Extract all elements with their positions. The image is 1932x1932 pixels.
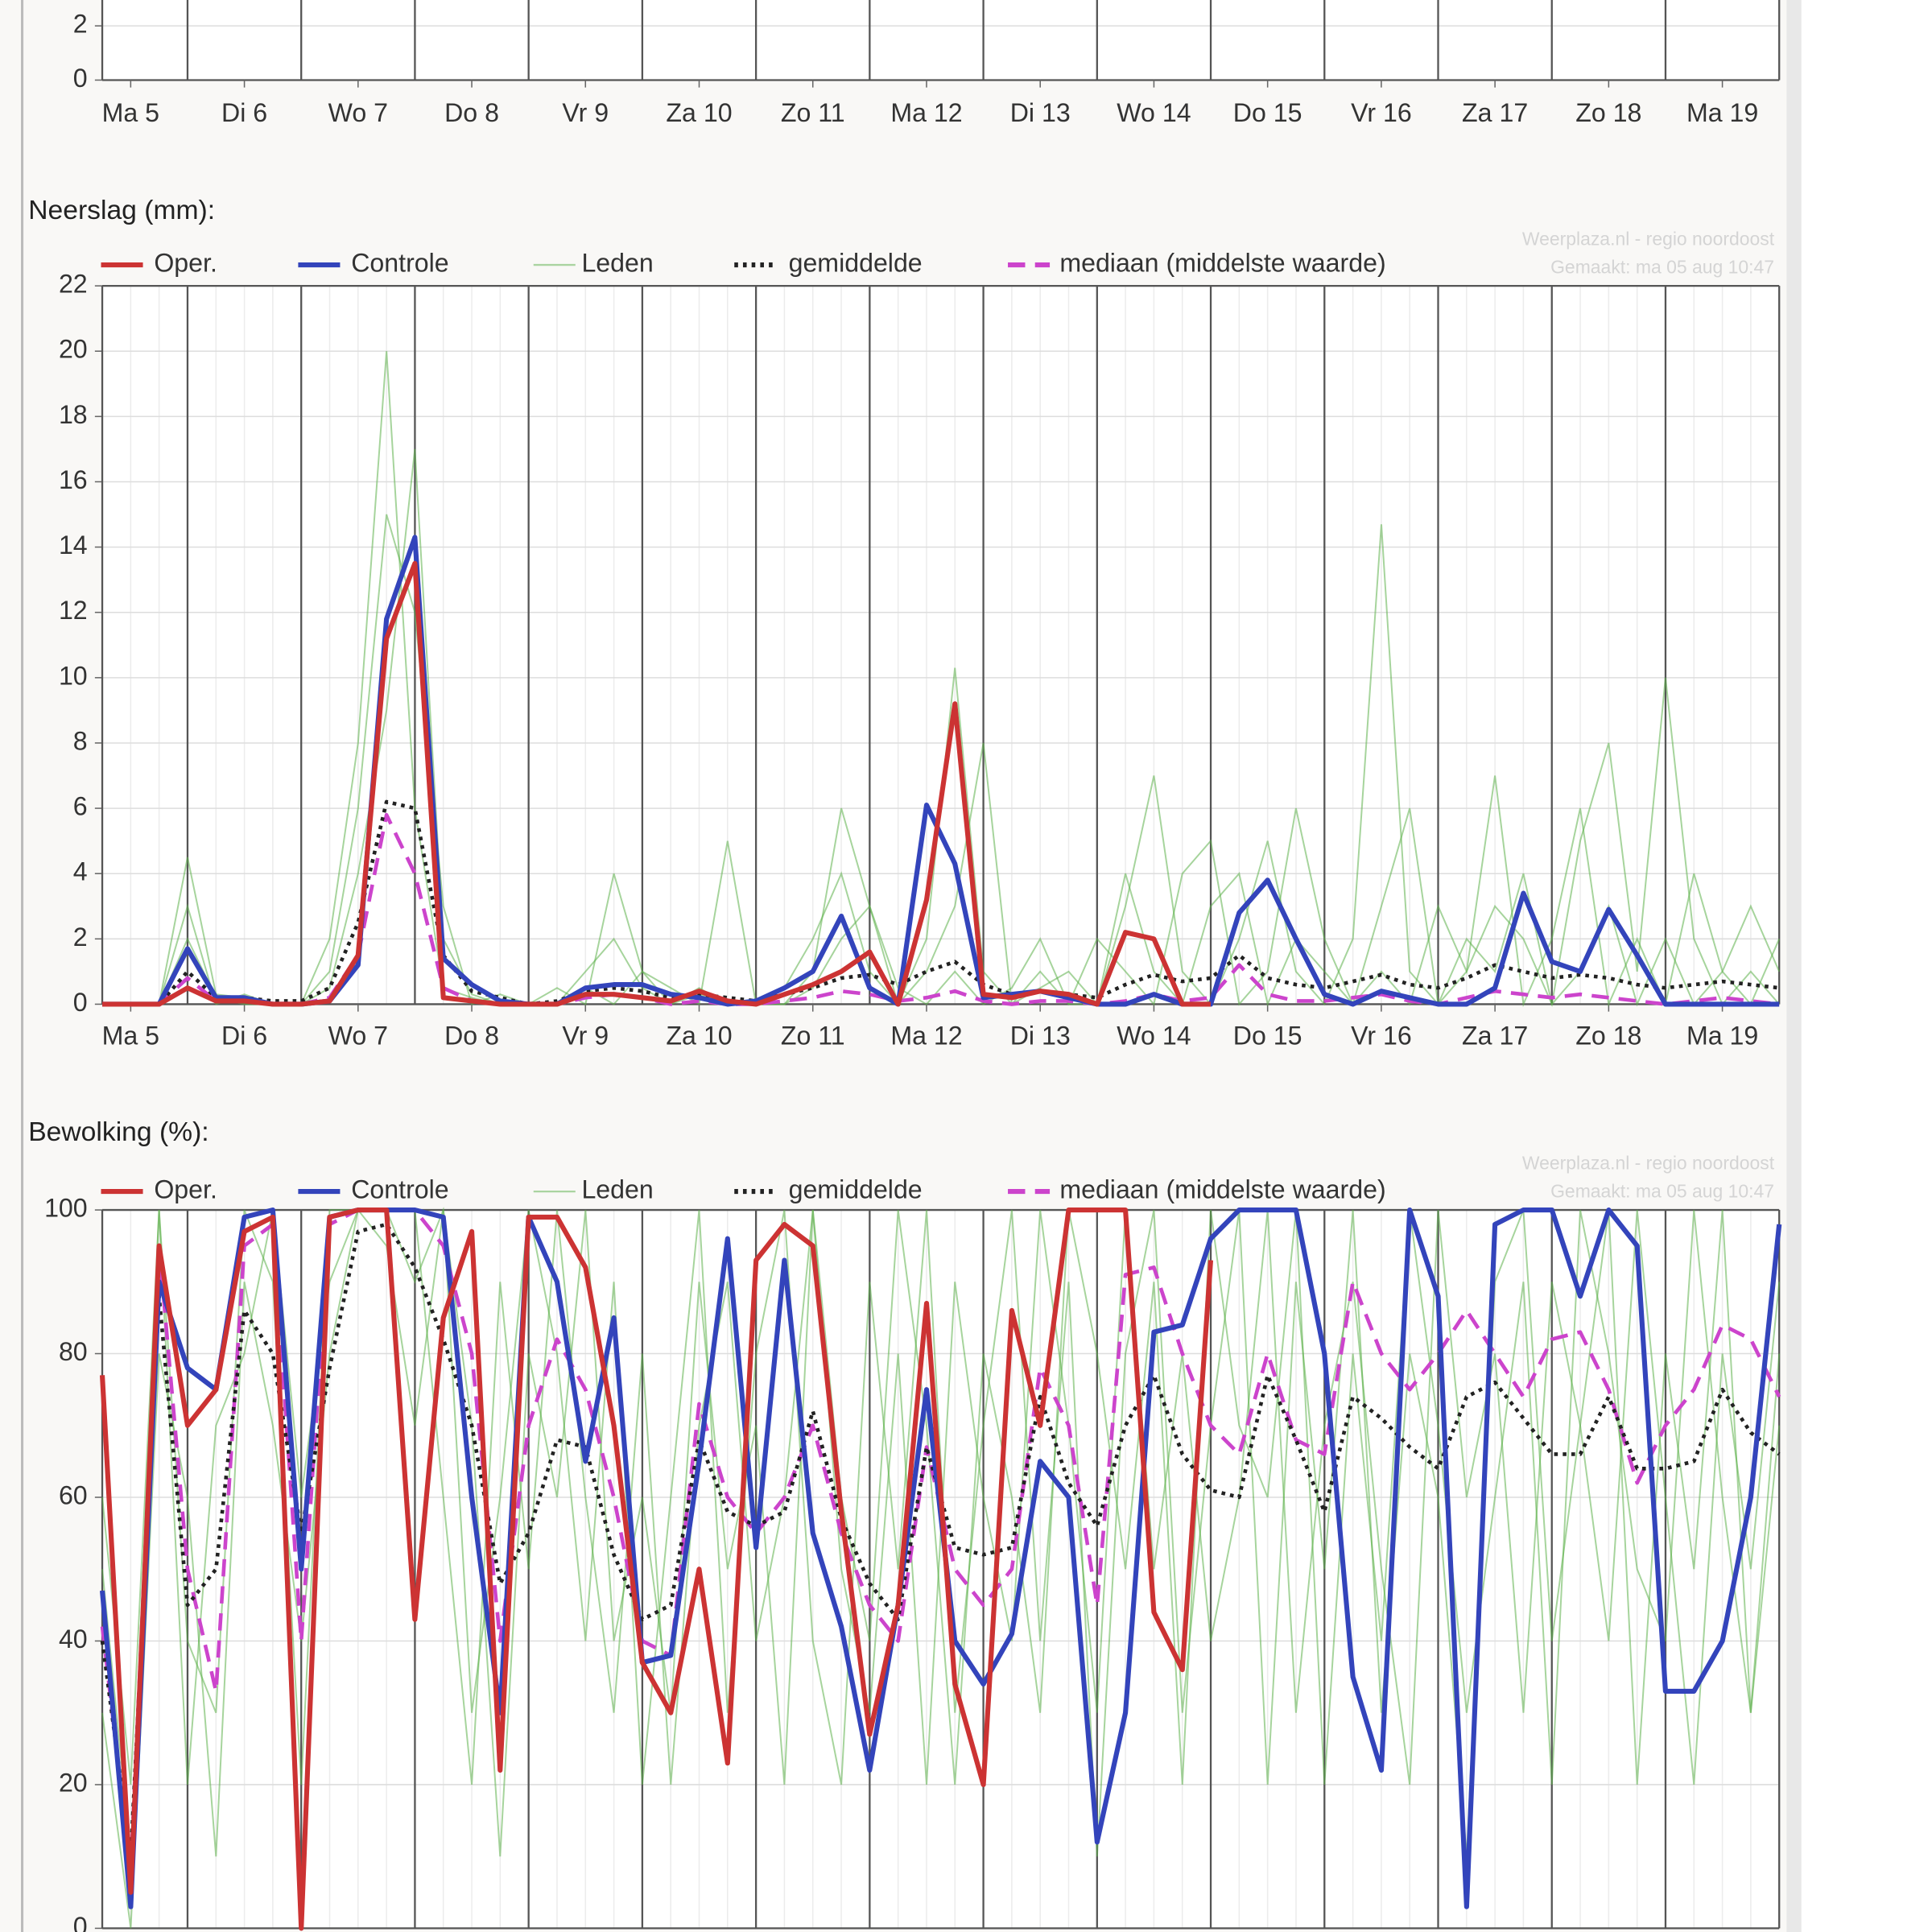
y-tick-label: 18 (59, 400, 88, 429)
legend-label: mediaan (middelste waarde) (1059, 249, 1385, 278)
x-tick-label: Wo 7 (328, 1021, 388, 1050)
y-tick-label: 10 (59, 661, 88, 690)
legend-label: Oper. (154, 249, 217, 278)
x-tick-label: Ma 12 (890, 98, 962, 127)
legend-label: mediaan (middelste waarde) (1059, 1175, 1385, 1204)
x-tick-label: Vr 9 (562, 98, 609, 127)
y-tick-label: 0 (73, 988, 88, 1017)
x-tick-label: Za 17 (1462, 98, 1528, 127)
x-tick-label: Do 15 (1233, 98, 1302, 127)
x-tick-label: Za 10 (666, 1021, 732, 1050)
page-shadow (1786, 0, 1802, 1932)
x-tick-label: Vr 16 (1351, 98, 1412, 127)
y-tick-label: 40 (59, 1624, 88, 1653)
x-tick-label: Zo 18 (1575, 98, 1641, 127)
x-tick-label: Vr 9 (562, 1021, 609, 1050)
y-tick-label: 2 (73, 10, 88, 39)
x-tick-label: Di 13 (1010, 98, 1071, 127)
chart-title: Neerslag (mm): (28, 196, 215, 225)
x-tick-label: Ma 5 (102, 1021, 159, 1050)
member-line (102, 448, 1781, 1008)
y-tick-label: 20 (59, 1768, 88, 1797)
legend-label: Controle (351, 249, 448, 278)
x-tick-label: Za 10 (666, 98, 732, 127)
legend-label: Oper. (154, 1175, 217, 1204)
x-tick-label: Di 6 (221, 1021, 267, 1050)
y-tick-label: 0 (73, 1912, 88, 1932)
x-tick-label: Do 8 (444, 98, 499, 127)
x-tick-label: Di 13 (1010, 1021, 1071, 1050)
legend-label: Leden (581, 249, 653, 278)
y-tick-label: 0 (73, 64, 88, 93)
series-line (100, 1222, 1781, 1859)
x-tick-label: Za 17 (1462, 1021, 1528, 1050)
series-line (102, 812, 1780, 1006)
series-line (102, 799, 1780, 1006)
chart-title: Bewolking (%): (28, 1117, 208, 1147)
x-tick-label: Wo 14 (1117, 98, 1191, 127)
plot-area (102, 0, 1780, 80)
watermark-created: Gemaakt: ma 05 aug 10:47 (1550, 257, 1774, 278)
watermark-source: Weerplaza.nl - regio noordoost (1522, 229, 1775, 250)
y-tick-label: 22 (59, 270, 88, 299)
y-tick-label: 80 (59, 1337, 88, 1366)
legend-label: gemiddelde (789, 1175, 923, 1204)
plot-area (102, 286, 1780, 1005)
y-tick-label: 16 (59, 465, 88, 494)
x-tick-label: Ma 19 (1686, 1021, 1758, 1050)
x-tick-label: Zo 11 (781, 1021, 845, 1050)
x-tick-label: Ma 19 (1686, 98, 1758, 127)
y-tick-label: 60 (59, 1480, 88, 1509)
series-line (102, 560, 1211, 1007)
plot-area (102, 1210, 1780, 1929)
member-line (102, 514, 1781, 1008)
x-tick-label: Vr 16 (1351, 1021, 1412, 1050)
legend-label: gemiddelde (789, 249, 923, 278)
watermark-created: Gemaakt: ma 05 aug 10:47 (1550, 1181, 1774, 1202)
x-tick-label: Ma 12 (890, 1021, 962, 1050)
x-tick-label: Do 8 (444, 1021, 499, 1050)
x-tick-label: Zo 18 (1575, 1021, 1641, 1050)
y-tick-label: 2 (73, 923, 88, 952)
y-tick-label: 6 (73, 792, 88, 821)
legend-label: Leden (581, 1175, 653, 1204)
x-tick-label: Do 15 (1233, 1021, 1302, 1050)
y-tick-label: 12 (59, 596, 88, 625)
series-line (99, 1208, 1214, 1931)
legend-label: Controle (351, 1175, 448, 1204)
x-tick-label: Wo 14 (1117, 1021, 1191, 1050)
y-tick-label: 14 (59, 530, 88, 559)
y-tick-label: 100 (44, 1194, 88, 1223)
y-tick-label: 4 (73, 857, 88, 886)
y-tick-label: 20 (59, 335, 88, 364)
x-tick-label: Wo 7 (328, 98, 388, 127)
x-tick-label: Di 6 (221, 98, 267, 127)
y-tick-label: 8 (73, 726, 88, 755)
x-tick-label: Zo 11 (781, 98, 845, 127)
x-tick-label: Ma 5 (102, 98, 159, 127)
watermark-source: Weerplaza.nl - regio noordoost (1522, 1152, 1775, 1173)
